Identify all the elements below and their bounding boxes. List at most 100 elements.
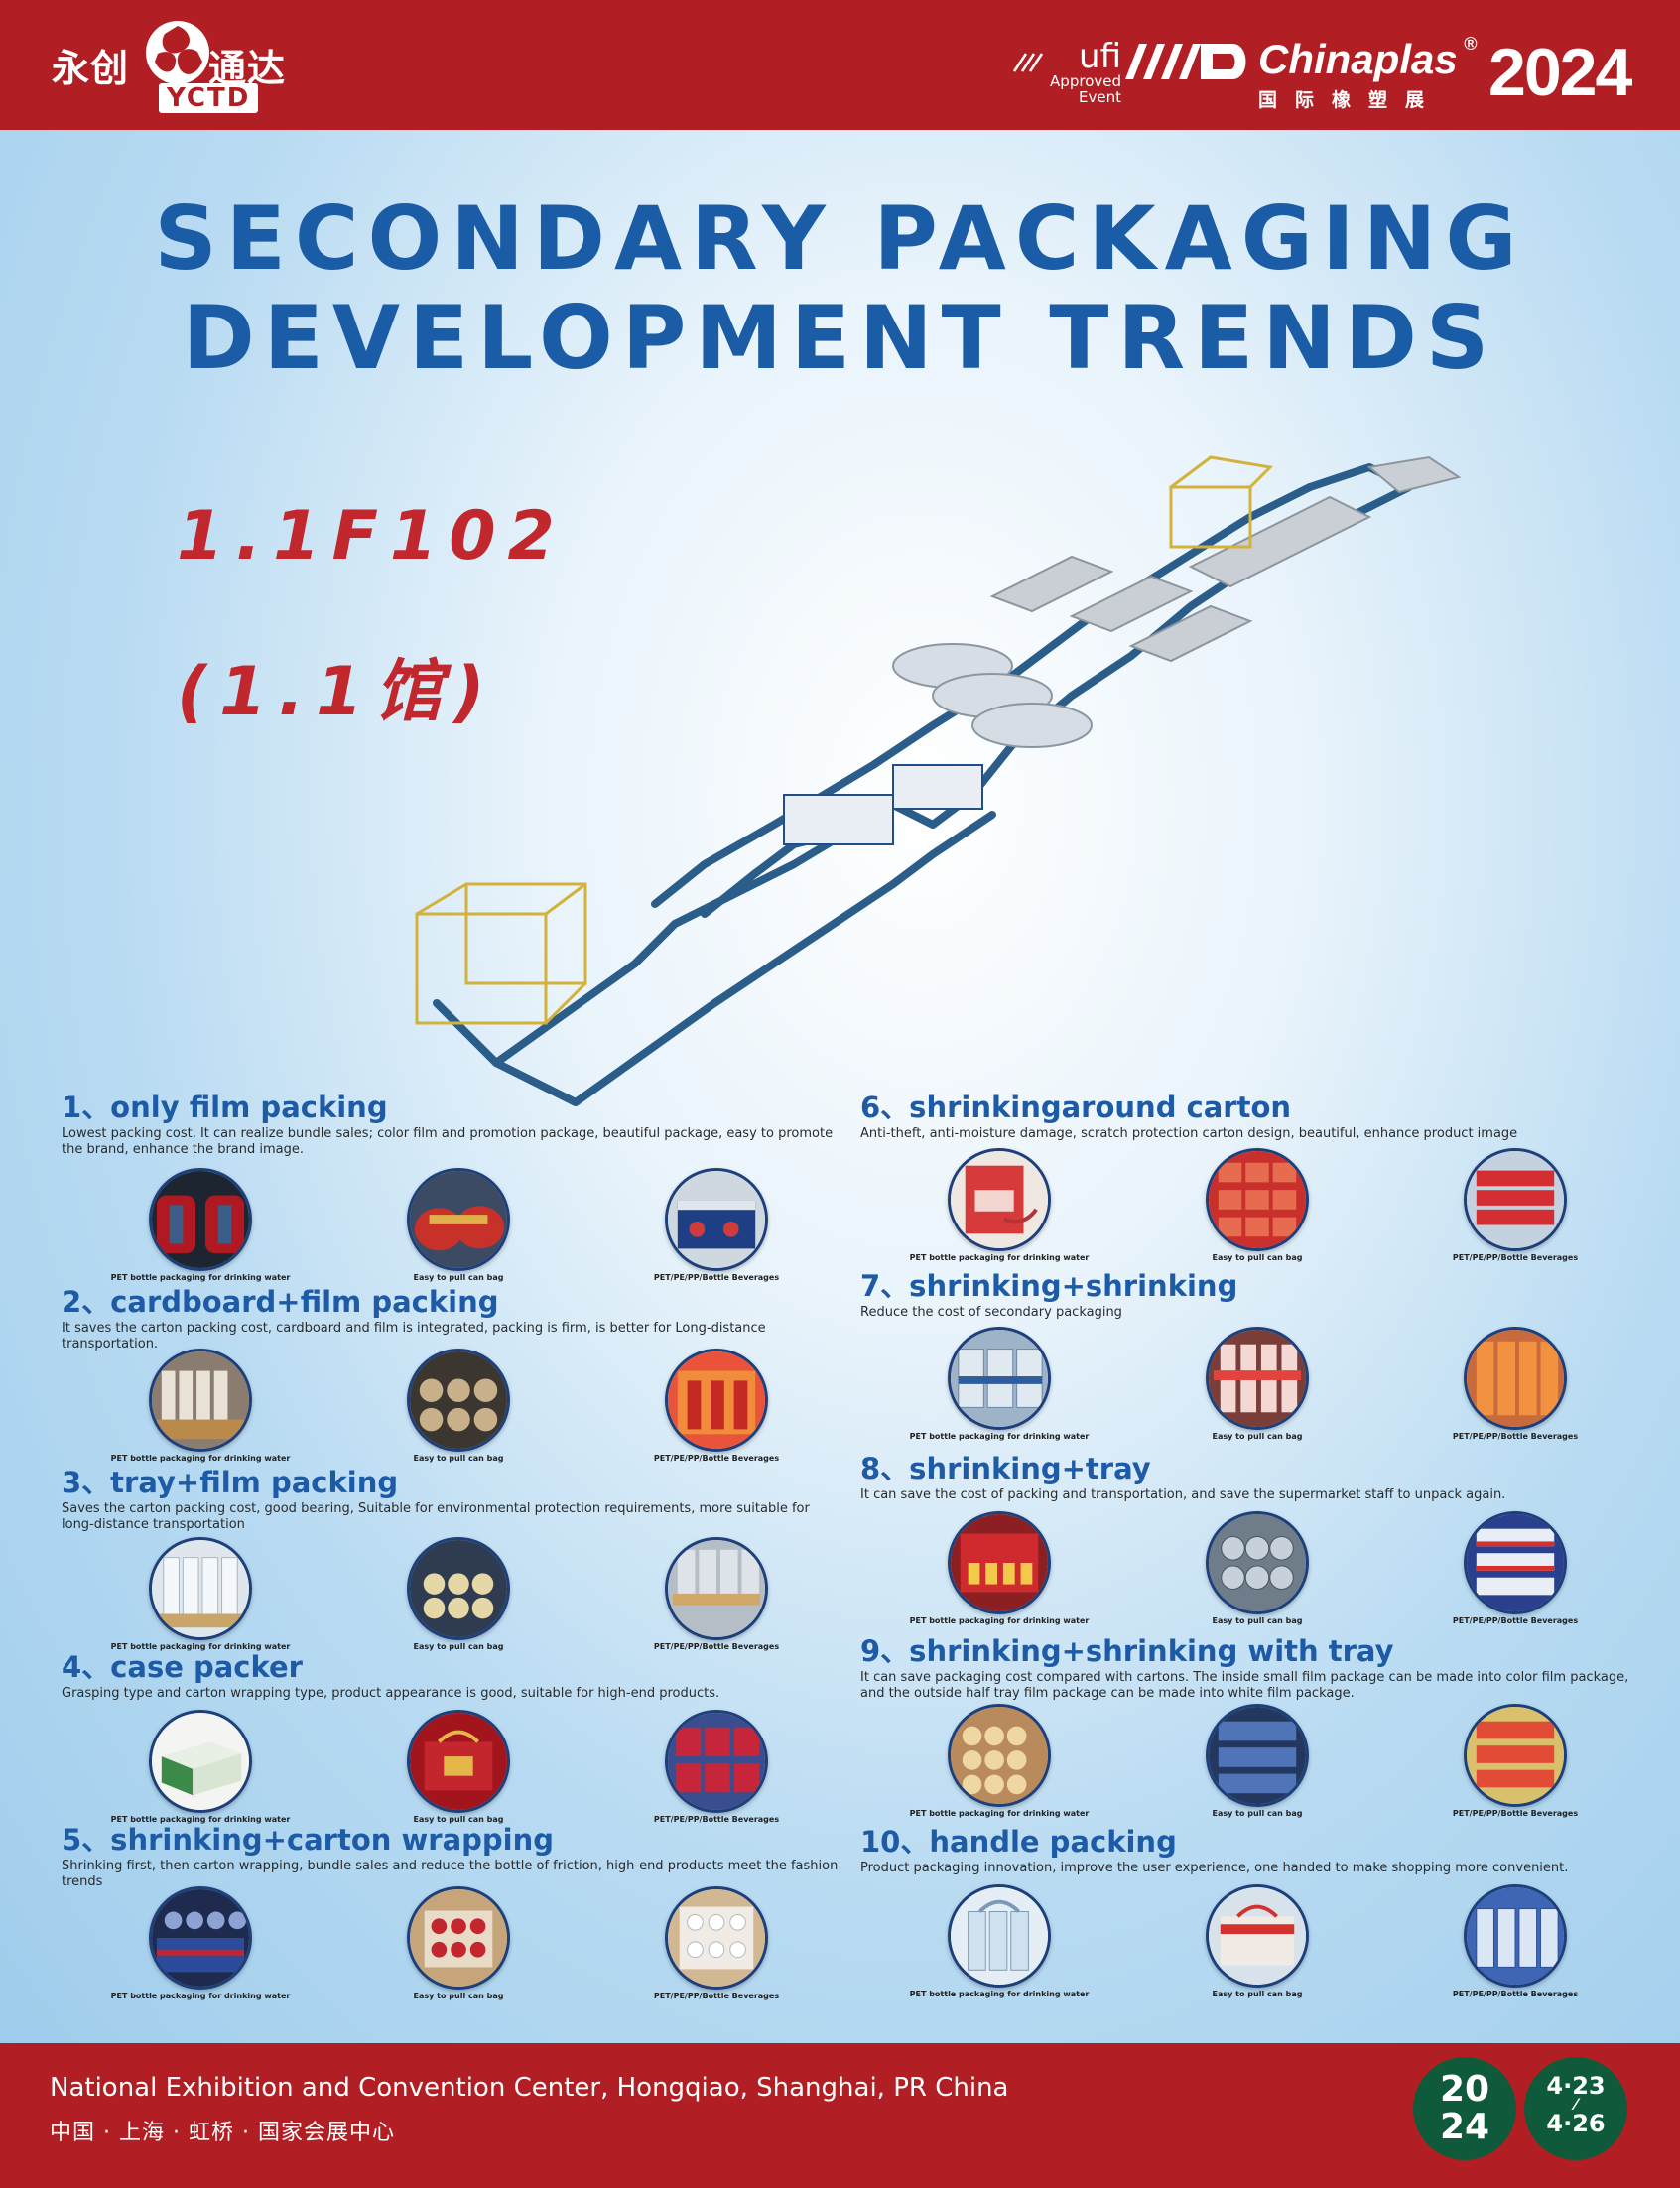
section-1: 1、only film packing Lowest packing cost,… [62,1091,855,1158]
product-photo [1464,1704,1567,1807]
caption: PET/PE/PP/Bottle Beverages [1452,1616,1579,1625]
product-photo [665,1168,768,1271]
image-item: PET bottle packaging for drinking water [890,1148,1108,1277]
caption: PET bottle packaging for drinking water [909,1809,1090,1818]
section-2-title: 2、cardboard+film packing [62,1285,499,1319]
logo-en: YCTD [159,83,259,113]
product-photo [948,1148,1051,1251]
section-10-desc: Product packaging innovation, improve th… [860,1861,1569,1875]
section-2-desc: It saves the carton packing cost, cardbo… [62,1321,766,1351]
ufi-line2: Event [1079,88,1121,106]
section-4-desc: Grasping type and carton wrapping type, … [62,1686,720,1701]
section-9-images: PET bottle packaging for drinking water … [860,1704,1654,1833]
section-2-images: PET bottle packaging for drinking water … [62,1349,855,1478]
product-photo [1464,1511,1567,1614]
date-separator-icon: ⁄ [1574,2095,1578,2114]
header-bar: 永创 通达 YCTD ufi Approved Event Chinaplas … [0,0,1680,130]
caption: Easy to pull can bag [413,1454,504,1463]
caption: PET bottle packaging for drinking water [909,1253,1090,1262]
product-photo [149,1886,252,1990]
main-panel: SECONDARY PACKAGING DEVELOPMENT TRENDS 1… [0,130,1680,2043]
section-6-desc: Anti-theft, anti-moisture damage, scratc… [860,1126,1518,1141]
image-item: PET bottle packaging for drinking water [890,1327,1108,1456]
page-title: SECONDARY PACKAGING DEVELOPMENT TRENDS [0,190,1680,388]
logo-cn-right: 通达 [208,47,287,90]
product-photo [407,1349,510,1452]
ufi-name: ufi [1079,37,1121,76]
ufi-line1: Approved [1050,72,1121,90]
section-8-images: PET bottle packaging for drinking water … [860,1511,1654,1640]
image-item: Easy to pull can bag [349,1886,568,2015]
product-photo [407,1710,510,1813]
section-9: 9、shrinking+shrinking with tray It can s… [860,1634,1654,1702]
product-photo [1206,1704,1309,1807]
image-item: Easy to pull can bag [349,1349,568,1478]
section-6-images: PET bottle packaging for drinking water … [860,1148,1654,1277]
product-photo [407,1537,510,1640]
section-6-title: 6、shrinkingaround carton [860,1091,1292,1124]
image-item: PET bottle packaging for drinking water [890,1511,1108,1640]
section-3: 3、tray+film packing Saves the carton pac… [62,1466,855,1533]
section-10-title: 10、handle packing [860,1825,1177,1859]
image-item: PET/PE/PP/Bottle Beverages [1406,1704,1624,1833]
product-photo [948,1884,1051,1988]
product-photo [149,1349,252,1452]
section-7-desc: Reduce the cost of secondary packaging [860,1305,1122,1320]
ufi-mark-icon [1012,53,1044,72]
venue-english: National Exhibition and Convention Cente… [50,2073,1009,2103]
title-line-2: DEVELOPMENT TRENDS [182,287,1498,389]
caption: PET/PE/PP/Bottle Beverages [653,1642,780,1651]
product-photo [665,1886,768,1990]
image-item: Easy to pull can bag [349,1710,568,1839]
section-9-title: 9、shrinking+shrinking with tray [860,1634,1394,1668]
image-item: PET bottle packaging for drinking water [91,1168,310,1297]
image-item: PET/PE/PP/Bottle Beverages [607,1537,826,1666]
chinaplas-cn: 国际橡塑展 [1258,89,1443,111]
section-5: 5、shrinking+carton wrapping Shrinking fi… [62,1823,855,1890]
caption: PET/PE/PP/Bottle Beverages [653,1992,780,2000]
image-item: PET bottle packaging for drinking water [890,1884,1108,2013]
date-end: 4·26 [1546,2110,1606,2137]
footer-bar: National Exhibition and Convention Cente… [0,2043,1680,2188]
section-5-images: PET bottle packaging for drinking water … [62,1886,855,2015]
product-photo [149,1537,252,1640]
ufi-badge: ufi Approved Event [1012,40,1121,109]
caption: Easy to pull can bag [413,1273,504,1282]
image-item: PET/PE/PP/Bottle Beverages [1406,1884,1624,2013]
chinaplas-name: Chinaplas [1258,36,1458,82]
section-8-title: 8、shrinking+tray [860,1452,1151,1485]
product-photo [948,1327,1051,1430]
chinaplas-year: 2024 [1488,35,1632,110]
section-4: 4、case packer Grasping type and carton w… [62,1650,855,1702]
caption: Easy to pull can bag [413,1815,504,1824]
caption: PET bottle packaging for drinking water [909,1432,1090,1441]
product-photo [1206,1148,1309,1251]
caption: PET/PE/PP/Bottle Beverages [1452,1809,1579,1818]
image-item: Easy to pull can bag [349,1537,568,1666]
section-7-images: PET bottle packaging for drinking water … [860,1327,1654,1456]
product-photo [149,1710,252,1813]
section-5-desc: Shrinking first, then carton wrapping, b… [62,1859,839,1889]
title-line-1: SECONDARY PACKAGING [154,188,1526,290]
production-line-illustration [415,455,1462,1106]
caption: PET/PE/PP/Bottle Beverages [1452,1253,1579,1262]
chinaplas-logo: Chinaplas ® 国际橡塑展 2024 [1121,34,1632,113]
product-photo [407,1886,510,1990]
section-10-images: PET bottle packaging for drinking water … [860,1884,1654,2013]
image-item: PET/PE/PP/Bottle Beverages [607,1710,826,1839]
caption: Easy to pull can bag [413,1642,504,1651]
caption: Easy to pull can bag [1212,1990,1303,1998]
image-item: PET/PE/PP/Bottle Beverages [1406,1511,1624,1640]
caption: Easy to pull can bag [1212,1432,1303,1441]
section-1-title: 1、only film packing [62,1091,388,1124]
section-6: 6、shrinkingaround carton Anti-theft, ant… [860,1091,1654,1142]
product-photo [948,1511,1051,1614]
yctd-swirl-icon [146,21,209,84]
caption: Easy to pull can bag [1212,1253,1303,1262]
caption: Easy to pull can bag [1212,1809,1303,1818]
venue-chinese: 中国 · 上海 · 虹桥 · 国家会展中心 [50,2121,395,2145]
product-photo [1206,1884,1309,1988]
year-bottom: 24 [1439,2107,1490,2147]
product-photo [665,1537,768,1640]
caption: PET bottle packaging for drinking water [110,1273,291,1282]
